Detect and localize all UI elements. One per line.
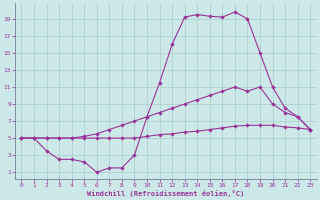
X-axis label: Windchill (Refroidissement éolien,°C): Windchill (Refroidissement éolien,°C) (87, 190, 244, 197)
